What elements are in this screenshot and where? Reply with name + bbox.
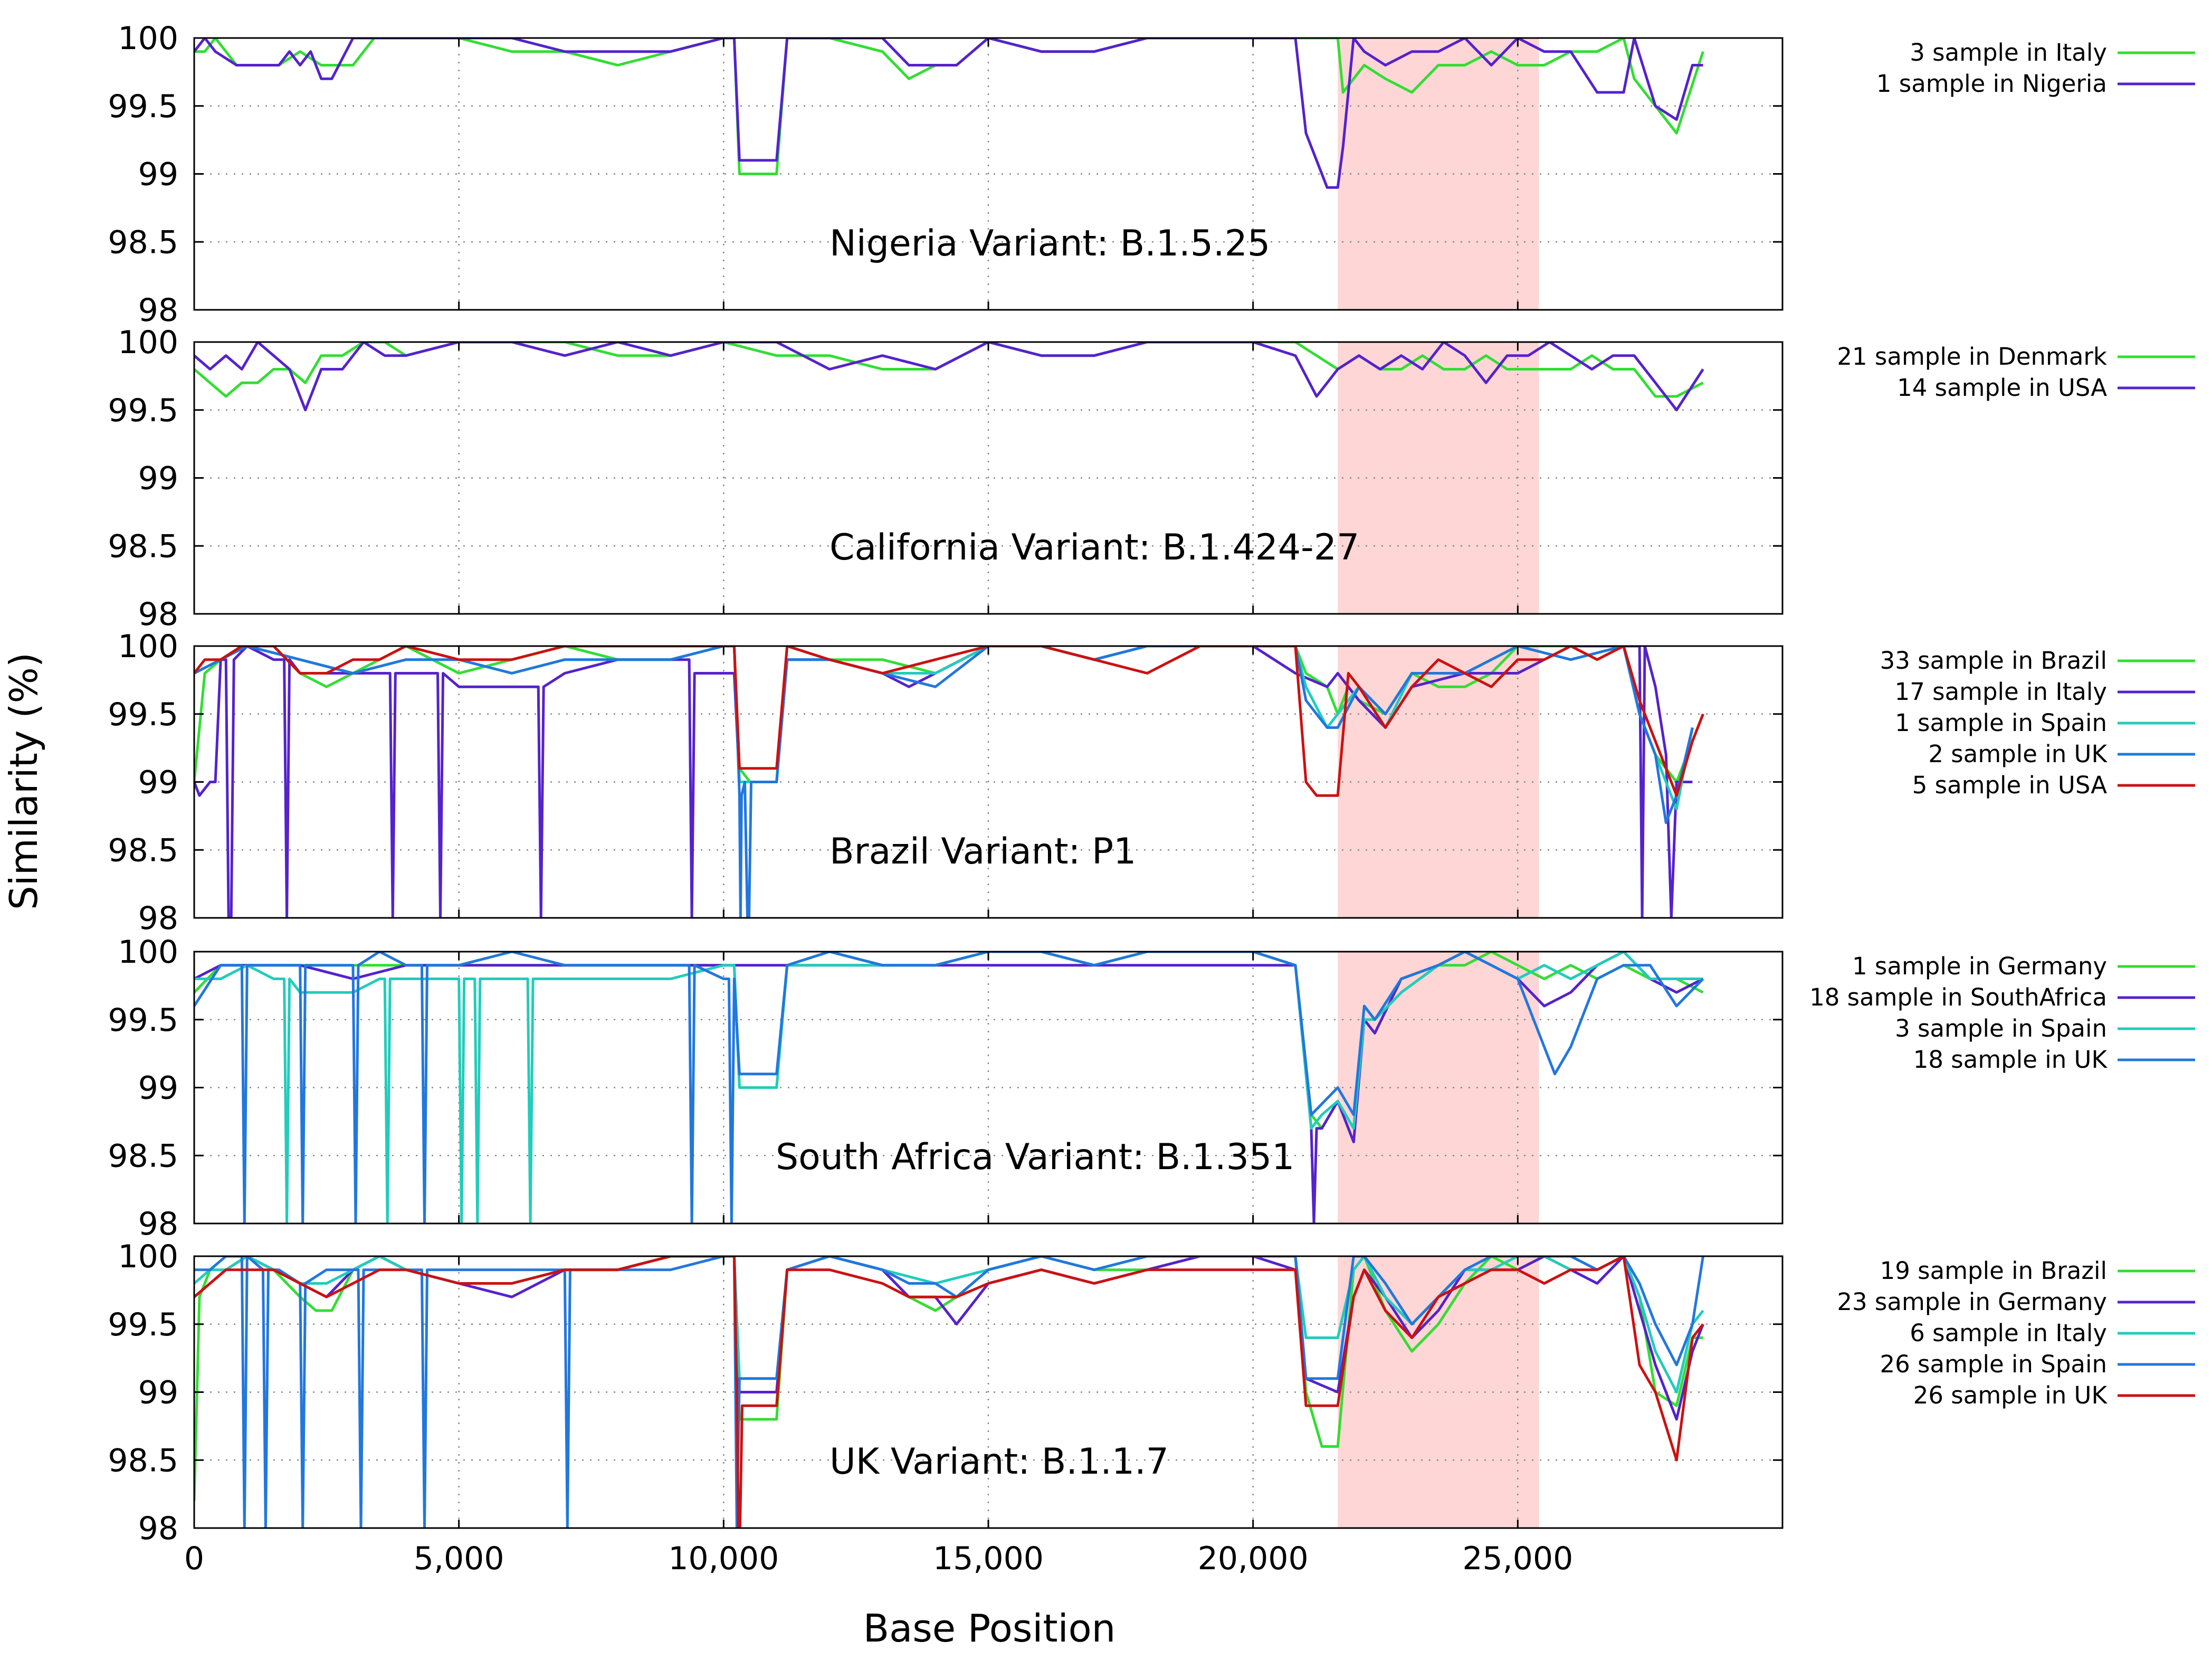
series-line-2 (194, 38, 1703, 189)
x-tick-label: 20,000 (1198, 1540, 1309, 1577)
series-group (194, 952, 1704, 1223)
legend-label: 26 sample in Spain (1880, 1350, 2107, 1378)
panels: 98 98.5 99 99.5 100 Nigeria Variant: B.1.5.25… (108, 20, 2195, 1577)
x-axis-title: Base Position (863, 1606, 1116, 1650)
legend-label: 17 sample in Italy (1895, 678, 2107, 706)
x-tick-label: 15,000 (933, 1540, 1044, 1577)
x-tick-label: 5,000 (414, 1540, 504, 1577)
y-tick-label: 100 (118, 1238, 178, 1275)
legend-label: 18 sample in SouthAfrica (1809, 983, 2107, 1011)
y-tick-label: 99.5 (108, 696, 178, 733)
legend-label: 1 sample in Nigeria (1876, 70, 2107, 98)
legend-label: 18 sample in UK (1913, 1046, 2108, 1074)
legend-label: 33 sample in Brazil (1880, 647, 2107, 675)
panel-3: 98 98.5 99 99.5 100 Brazil Variant: P1 33 samp… (108, 628, 2195, 937)
series-group (194, 646, 1704, 918)
legend-label: 26 sample in UK (1913, 1381, 2108, 1409)
y-tick-label: 99 (138, 156, 178, 193)
panel-title: Brazil Variant: P1 (830, 831, 1136, 872)
panel-title: California Variant: B.1.424-27 (830, 527, 1359, 568)
y-tick-label: 99.5 (108, 392, 178, 429)
y-tick-label: 98 (138, 900, 178, 937)
series-line-2 (194, 342, 1704, 412)
y-tick-label: 98 (138, 1206, 178, 1242)
y-tick-label: 98.5 (108, 528, 178, 565)
y-tick-label: 98.5 (108, 1442, 178, 1479)
y-tick-label: 100 (118, 324, 178, 361)
y-tick-label: 99.5 (108, 88, 178, 125)
series-line-4 (194, 1256, 1704, 1528)
y-tick-label: 99 (138, 460, 178, 497)
legend-label: 3 sample in Spain (1895, 1014, 2107, 1042)
legend-label: 21 sample in Denmark (1837, 343, 2107, 371)
panel-5: 98 98.5 99 99.5 100 0 5,000 10,000 15,000 20,000 2… (108, 1238, 2195, 1577)
y-tick-label: 98 (138, 596, 178, 633)
legend-label: 6 sample in Italy (1910, 1319, 2107, 1347)
y-tick-label: 98.5 (108, 832, 178, 869)
legend-label: 23 sample in Germany (1837, 1288, 2107, 1316)
legend-label: 14 sample in USA (1897, 374, 2107, 402)
x-tick-label: 10,000 (668, 1540, 779, 1577)
y-tick-label: 98.5 (108, 1137, 178, 1174)
x-tick-label: 0 (184, 1540, 204, 1577)
legend-label: 5 sample in USA (1912, 771, 2108, 799)
legend-label: 3 sample in Italy (1910, 39, 2107, 67)
panel-title: South Africa Variant: B.1.351 (776, 1136, 1294, 1178)
y-tick-label: 99.5 (108, 1306, 178, 1343)
panel-title: UK Variant: B.1.1.7 (830, 1441, 1169, 1483)
y-tick-label: 99 (138, 1374, 178, 1411)
panel-title: Nigeria Variant: B.1.5.25 (830, 223, 1270, 264)
series-line-3 (194, 952, 1703, 1223)
series-line-5 (194, 1256, 1704, 1528)
y-tick-label: 100 (118, 934, 178, 971)
y-tick-label: 98 (138, 1510, 178, 1547)
legend-label: 19 sample in Brazil (1880, 1257, 2107, 1285)
panel-2: 98 98.5 99 99.5 100 California Variant: B.1.4… (108, 324, 2195, 633)
x-tick-label: 25,000 (1462, 1540, 1573, 1577)
y-tick-label: 100 (118, 20, 178, 57)
series-line-5 (194, 646, 1704, 797)
legend-label: 1 sample in Spain (1895, 709, 2107, 737)
y-tick-label: 99.5 (108, 1002, 178, 1039)
panel-4: 98 98.5 99 99.5 100 South Africa Variant: B.1… (108, 934, 2195, 1242)
y-tick-label: 99 (138, 764, 178, 801)
y-tick-label: 99 (138, 1070, 178, 1107)
series-line-4 (194, 952, 1704, 1223)
series-group (194, 1256, 1704, 1528)
panel-1: 98 98.5 99 99.5 100 Nigeria Variant: B.1.5.25… (108, 20, 2195, 329)
y-axis-title: Similarity (%) (2, 652, 46, 910)
series-group (194, 342, 1704, 412)
y-tick-label: 98.5 (108, 224, 178, 261)
series-group (194, 38, 1704, 189)
y-tick-label: 98 (138, 292, 178, 329)
legend-label: 2 sample in UK (1928, 740, 2108, 768)
y-tick-label: 100 (118, 628, 178, 665)
legend-label: 1 sample in Germany (1852, 952, 2107, 980)
